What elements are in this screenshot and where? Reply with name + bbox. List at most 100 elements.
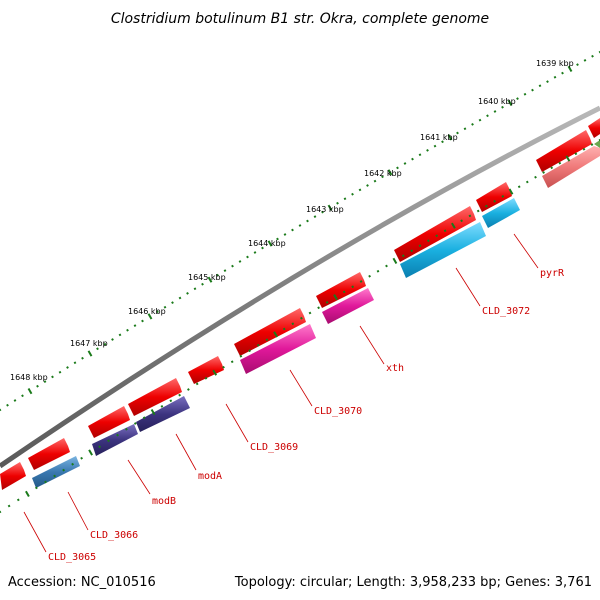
- gene-arrow: [0, 462, 26, 490]
- cds-bar: [400, 222, 486, 278]
- inner-minor-tick: [300, 316, 303, 320]
- gene-arrow: [188, 356, 224, 384]
- inner-minor-tick: [98, 445, 101, 449]
- cds-bar: [542, 146, 600, 188]
- gene-label: modB: [152, 496, 176, 507]
- kbp-major-tick: [87, 350, 93, 357]
- gene-label: modA: [198, 471, 222, 482]
- inner-minor-tick: [195, 382, 199, 386]
- cds-bar: [32, 456, 80, 488]
- kbp-minor-tick: [186, 292, 189, 295]
- kbp-minor-tick: [373, 179, 377, 183]
- inner-minor-tick: [582, 147, 586, 151]
- inner-minor-tick: [107, 439, 110, 443]
- kbp-minor-tick: [343, 197, 347, 201]
- inner-minor-tick: [325, 301, 329, 304]
- kbp-minor-tick: [478, 118, 482, 122]
- cds-bar: [92, 424, 138, 456]
- kbp-minor-tick: [381, 175, 384, 179]
- kbp-minor-tick: [583, 59, 587, 62]
- inner-minor-tick: [160, 405, 164, 408]
- kbp-minor-tick: [73, 361, 77, 365]
- cds-bar: [594, 140, 600, 148]
- inner-minor-tick: [265, 338, 269, 342]
- gene-arrow: [588, 118, 600, 138]
- inner-minor-tick: [493, 199, 496, 203]
- accession-text: Accession: NC_010516: [8, 575, 156, 590]
- inner-minor-tick: [427, 239, 430, 243]
- kbp-minor-tick: [43, 380, 47, 383]
- kbp-minor-tick: [426, 149, 429, 152]
- inner-minor-tick: [169, 399, 173, 403]
- kbp-minor-tick: [141, 319, 144, 323]
- inner-minor-tick: [248, 349, 251, 353]
- inner-major-tick: [508, 188, 514, 195]
- gene-label: xth: [386, 363, 404, 374]
- gene-label: CLD_3069: [250, 442, 298, 453]
- gene-label: CLD_3065: [48, 552, 96, 563]
- inner-minor-tick: [204, 376, 208, 380]
- inner-minor-tick: [116, 433, 119, 437]
- kbp-minor-tick: [103, 342, 107, 346]
- kbp-minor-tick: [283, 233, 287, 236]
- inner-minor-tick: [291, 322, 295, 326]
- cds-bar: [136, 396, 190, 432]
- inner-minor-tick: [359, 280, 363, 283]
- kbp-minor-tick: [163, 305, 167, 309]
- inner-minor-tick: [476, 209, 480, 213]
- kbp-minor-tick: [246, 255, 249, 259]
- kbp-tick-label: 1639 kbp: [536, 59, 574, 68]
- gene-arrow: [88, 406, 130, 438]
- gene-label: CLD_3070: [314, 406, 362, 417]
- inner-major-tick: [451, 222, 456, 229]
- kbp-minor-tick: [546, 80, 549, 83]
- kbp-minor-tick: [321, 210, 324, 214]
- kbp-minor-tick: [396, 166, 399, 170]
- kbp-minor-tick: [366, 184, 369, 187]
- kbp-minor-tick: [216, 273, 219, 277]
- inner-minor-tick: [178, 393, 181, 397]
- kbp-tick-label: 1640 kbp: [478, 97, 516, 106]
- inner-minor-tick: [308, 311, 312, 315]
- kbp-minor-tick: [313, 215, 317, 218]
- inner-major-tick: [88, 449, 93, 456]
- inner-minor-tick: [485, 204, 488, 208]
- kbp-major-tick: [447, 134, 453, 141]
- kbp-tick-label: 1645 kbp: [188, 273, 226, 282]
- kbp-minor-tick: [411, 157, 414, 161]
- inner-minor-tick: [501, 195, 505, 198]
- kbp-minor-tick: [493, 110, 497, 113]
- kbp-minor-tick: [418, 153, 422, 157]
- kbp-minor-tick: [36, 384, 39, 388]
- kbp-minor-tick: [598, 50, 600, 54]
- genome-backbone: [0, 105, 600, 469]
- kbp-minor-tick: [253, 251, 257, 254]
- kbp-tick-label: 1647 kbp: [70, 339, 108, 348]
- kbp-tick-label: 1641 kbp: [420, 133, 458, 142]
- kbp-tick-label: 1646 kbp: [128, 307, 166, 316]
- map-title: Clostridium botulinum B1 str. Okra, comp…: [111, 11, 489, 27]
- gene-arrow: [476, 182, 512, 212]
- kbp-minor-tick: [471, 123, 474, 126]
- inner-dot-track: [0, 138, 600, 514]
- kbp-major-tick: [27, 388, 33, 395]
- kbp-tick-track: 1639 kbp 1640 kbp 1641 kbp 1642 kbp 1643 kbp…: [0, 50, 600, 412]
- inner-minor-tick: [342, 290, 346, 294]
- kbp-minor-tick: [0, 408, 2, 412]
- inner-minor-tick: [256, 343, 260, 347]
- inner-minor-tick: [16, 498, 20, 502]
- kbp-major-tick: [207, 276, 213, 283]
- inner-minor-tick: [525, 180, 529, 184]
- inner-minor-tick: [401, 254, 405, 258]
- inner-minor-tick: [574, 152, 578, 156]
- kbp-minor-tick: [156, 310, 159, 314]
- kbp-major-tick: [147, 313, 153, 320]
- gene-arrow: [128, 378, 182, 416]
- inner-minor-tick: [590, 143, 594, 146]
- inner-minor-tick: [418, 244, 422, 248]
- kbp-minor-tick: [576, 63, 579, 66]
- gene-label: CLD_3066: [90, 530, 138, 541]
- inner-major-tick: [392, 257, 398, 264]
- inner-minor-tick: [239, 354, 243, 358]
- kbp-minor-tick: [81, 356, 84, 360]
